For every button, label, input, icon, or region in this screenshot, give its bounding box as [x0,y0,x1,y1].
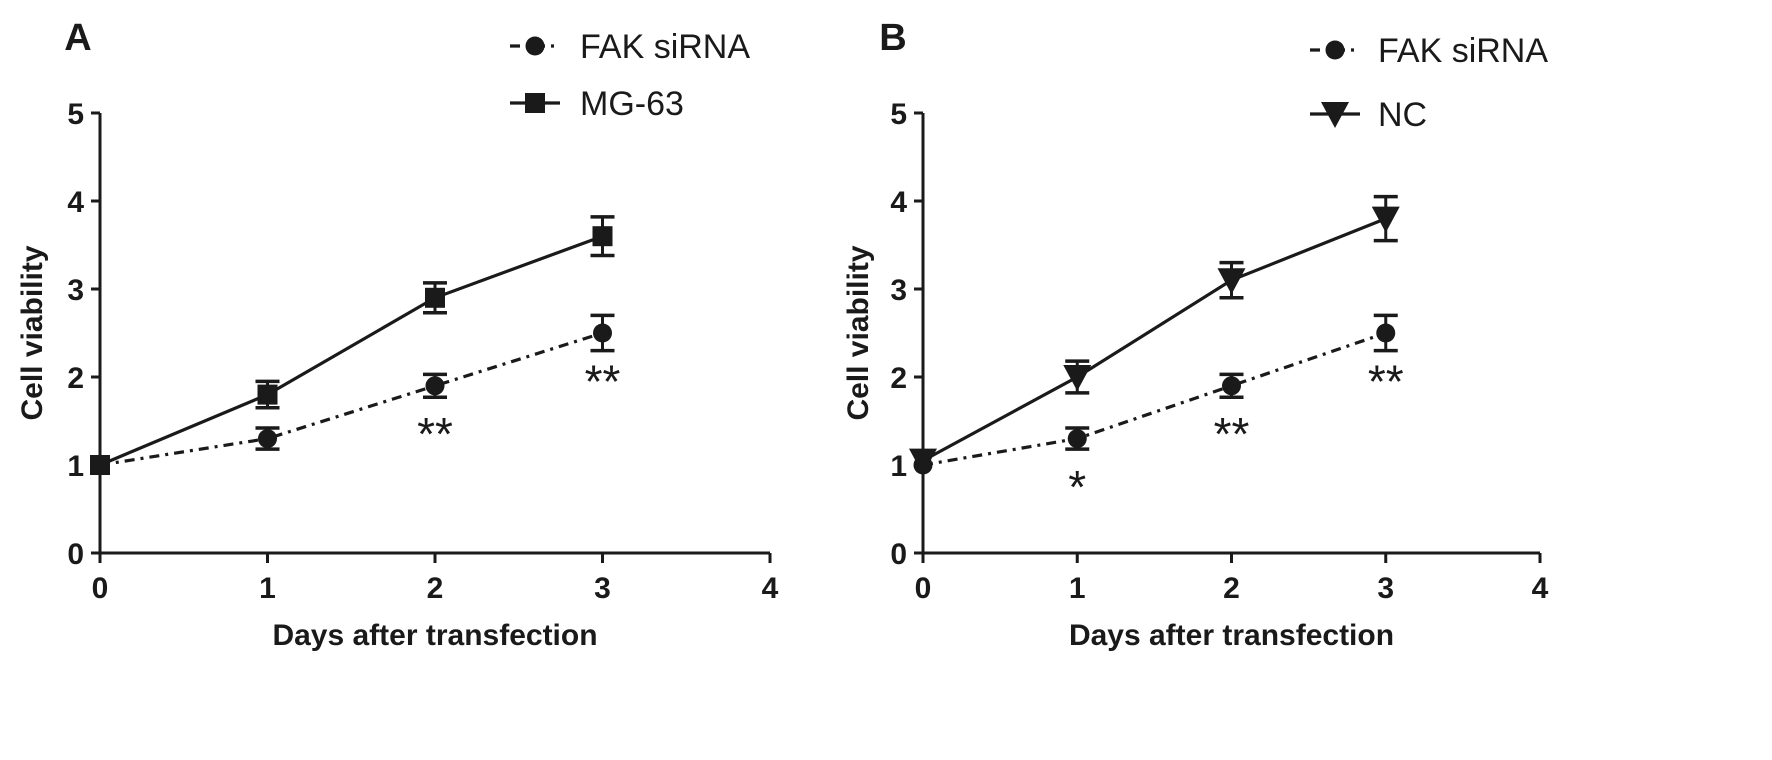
series-1 [913,313,1398,475]
significance-marker: * [1068,461,1086,513]
significance-marker: ** [1368,355,1404,407]
x-tick-label: 2 [427,572,444,605]
data-point [592,226,613,247]
y-tick-label: 4 [890,186,907,219]
data-point [257,384,278,405]
legend: FAK siRNA NC [1310,32,1548,134]
data-point [90,455,110,475]
legend-marker [525,93,545,113]
y-tick-label: 5 [67,98,84,131]
legend-marker [1321,102,1349,128]
y-tick-label: 3 [890,274,907,307]
y-tick-label: 2 [890,362,907,395]
x-tick-label: 3 [594,572,611,605]
series-2 [90,215,615,475]
x-tick-label: 2 [1223,572,1240,605]
y-tick-label: 0 [890,538,907,571]
data-point [1376,323,1396,343]
significance-marker: ** [1214,408,1250,460]
x-axis-label: Days after transfection [1069,619,1394,652]
x-tick-label: 1 [259,572,276,605]
data-point [1063,365,1092,391]
series-2 [909,194,1400,475]
panel-label: B [879,17,906,59]
panel-b: B 0 1 2 3 4 5 0 1 2 3 4 Days after transfection Cell … [842,17,1549,652]
y-axis-label: Cell viability [16,245,49,420]
series-line [922,331,1387,467]
legend-label: NC [1378,96,1427,134]
data-point [258,429,277,449]
y-tick-label: 0 [67,538,84,571]
y-tick-label: 2 [67,362,84,395]
data-point [425,376,445,396]
y-axis-label: Cell viability [842,245,875,420]
legend-label: FAK siRNA [580,28,750,66]
y-tick-label: 5 [890,98,907,131]
x-tick-label: 4 [1532,572,1549,605]
x-tick-label: 0 [92,572,109,605]
x-tick-label: 4 [762,572,779,605]
legend-marker [525,36,545,56]
legend-label: MG-63 [580,85,684,123]
legend: FAK siRNA MG-63 [510,28,750,123]
legend-marker [1325,40,1345,60]
panel-a: A 0 1 2 3 4 5 0 1 2 3 4 Days after transfection Cell … [16,17,779,652]
y-tick-label: 4 [67,186,84,219]
series-line [99,234,604,467]
data-point [593,323,612,343]
y-tick-label: 3 [67,274,84,307]
x-tick-label: 1 [1069,572,1086,605]
data-point [1067,429,1087,449]
series-line [922,217,1387,463]
data-point [1371,206,1400,233]
series-1 [90,313,615,475]
data-point [1222,376,1241,396]
x-axis-label: Days after transfection [272,619,597,652]
significance-marker: ** [585,355,621,407]
data-point [1217,268,1246,295]
data-point [425,287,445,308]
x-tick-label: 0 [915,572,932,605]
y-tick-label: 1 [890,450,907,483]
x-tick-label: 3 [1377,572,1394,605]
legend-label: FAK siRNA [1378,32,1548,70]
y-tick-label: 1 [67,450,84,483]
data-point [909,448,937,475]
panel-label: A [64,17,91,59]
series-line [99,331,603,467]
significance-marker: ** [417,408,453,460]
